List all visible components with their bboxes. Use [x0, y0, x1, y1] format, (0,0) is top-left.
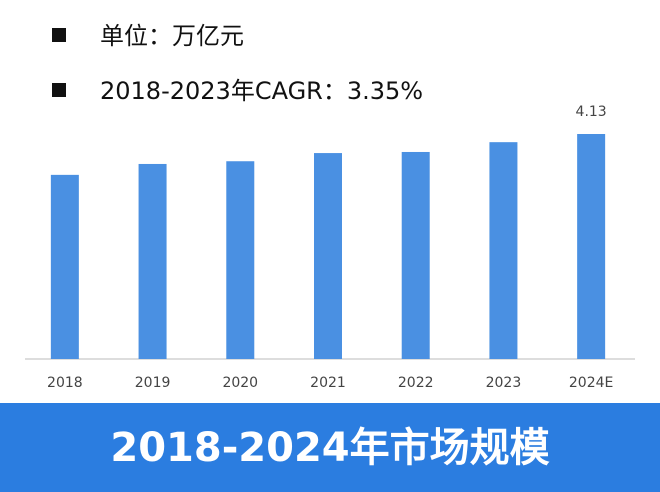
- x-tick-label: 2024E: [569, 375, 613, 391]
- bar: [489, 142, 518, 359]
- x-tick-label: 2020: [222, 375, 258, 391]
- x-tick-label: 2018: [47, 375, 83, 391]
- x-tick-label: 2023: [486, 375, 522, 391]
- cagr-note: 2018-2023年CAGR：3.35%: [100, 77, 423, 105]
- bar: [577, 134, 606, 359]
- unit-note: 单位：万亿元: [100, 22, 244, 50]
- bar: [50, 174, 79, 359]
- bar: [314, 153, 342, 359]
- bar: [401, 151, 430, 359]
- title-band: [0, 403, 660, 492]
- bar: [226, 161, 255, 359]
- x-tick-label: 2021: [310, 375, 346, 391]
- bar: [138, 163, 167, 359]
- chart-title: 2018-2024年市场规模: [110, 425, 549, 471]
- x-tick-label: 2022: [398, 375, 434, 391]
- note-marker: [52, 83, 66, 97]
- note-marker: [52, 28, 66, 42]
- value-label: 4.13: [576, 104, 607, 120]
- x-tick-label: 2019: [135, 375, 171, 391]
